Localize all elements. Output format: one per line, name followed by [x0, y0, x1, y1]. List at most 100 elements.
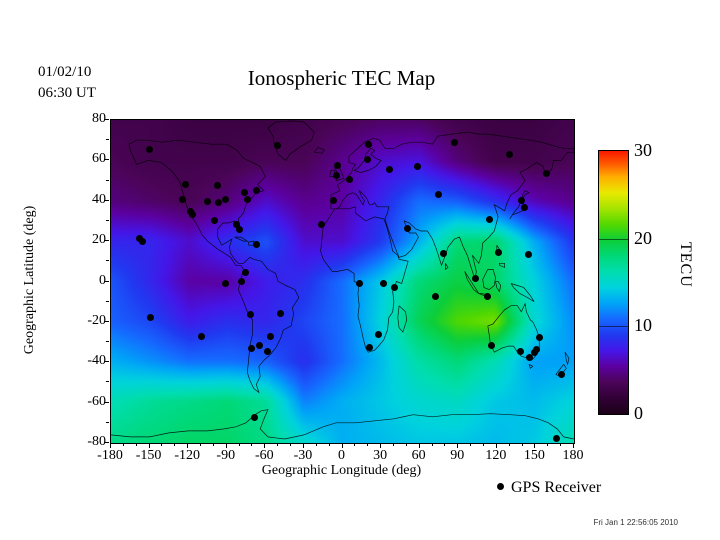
gps-receiver-dot [486, 216, 494, 224]
axis-tick [104, 199, 109, 201]
axis-tick [457, 443, 459, 448]
gps-receiver-dot [533, 346, 541, 354]
axis-tick [106, 260, 109, 262]
y-tick-label: -40 [87, 353, 106, 369]
axis-tick [482, 443, 484, 446]
gps-receiver-dot [253, 186, 261, 194]
axis-tick [444, 443, 446, 446]
gps-receiver-dot [525, 250, 533, 258]
colorbar-level-line [599, 238, 628, 240]
gps-receiver-dot [365, 343, 373, 351]
axis-tick [104, 442, 109, 443]
x-tick-label: 120 [485, 448, 507, 463]
x-axis-label: Geographic Longitude (deg) [261, 463, 422, 478]
gps-receiver-dot [390, 283, 398, 291]
axis-tick [238, 443, 240, 446]
axis-tick [534, 443, 536, 448]
axis-tick [104, 361, 109, 363]
gps-receiver-dot [451, 138, 459, 146]
axis-tick [290, 443, 292, 446]
gps-receiver-dot [553, 435, 561, 443]
axis-tick [547, 443, 549, 446]
axis-tick [135, 443, 137, 446]
axis-tick [106, 300, 109, 302]
axis-tick [148, 443, 150, 448]
axis-tick [405, 443, 407, 446]
gps-receiver-dot [181, 180, 189, 188]
y-tick-label: 60 [92, 151, 106, 167]
colorbar-tick-label: 20 [634, 227, 652, 248]
x-tick-label: -150 [135, 448, 162, 463]
date-time-block: 01/02/10 06:30 UT [38, 62, 96, 104]
axis-tick [251, 443, 253, 446]
gps-receiver-dot [364, 156, 372, 164]
legend-label: GPS Receiver [511, 479, 602, 496]
axis-tick [367, 443, 369, 446]
gps-receiver-dot [273, 142, 281, 150]
axis-tick [495, 443, 497, 448]
axis-tick [560, 443, 562, 446]
gps-receiver-dot [345, 175, 353, 183]
x-tick-label: -120 [174, 448, 200, 463]
axis-tick [508, 443, 510, 446]
axis-tick [104, 280, 109, 282]
x-tick-label: 180 [562, 448, 584, 463]
gps-receiver-dot [242, 268, 250, 276]
gps-receiver-dot [488, 342, 496, 350]
colorbar-level-line [599, 326, 628, 328]
gps-receiver-dot [434, 190, 442, 198]
gps-receiver-dot [235, 225, 243, 233]
axis-tick [106, 139, 109, 141]
gps-receiver-dot [472, 275, 480, 283]
axis-tick [104, 401, 109, 403]
gps-receiver-dot [146, 313, 154, 321]
gps-receiver-dot [385, 166, 393, 174]
gps-receiver-dot [440, 249, 448, 257]
colorbar-tick-label: 10 [634, 315, 652, 336]
gps-receiver-dot [203, 197, 211, 205]
axis-tick [106, 179, 109, 181]
gps-receiver-dot [494, 248, 502, 256]
gps-receiver-dot [517, 196, 525, 204]
y-axis-label: Geographic Latitude (deg) [22, 205, 37, 355]
axis-tick [418, 443, 420, 448]
gps-receiver-dot [221, 196, 229, 204]
time-label: 06:30 UT [38, 85, 96, 101]
axis-tick [200, 443, 202, 446]
creation-timestamp: Fri Jan 1 22:56:05 2010 [593, 518, 678, 527]
colorbar-tick-label: 0 [634, 403, 643, 423]
axis-tick [174, 443, 176, 446]
axis-tick [110, 443, 111, 448]
axis-tick [392, 443, 394, 446]
gps-receiver-dot [379, 279, 387, 287]
axis-tick [302, 443, 304, 448]
gps-receiver-dot [240, 188, 248, 196]
gps-receiver-dot [146, 146, 154, 154]
y-tick-label: -60 [87, 393, 106, 409]
gps-receiver-dot [139, 238, 147, 246]
axis-tick [187, 443, 189, 448]
axis-tick [161, 443, 163, 446]
gps-receiver-dot [267, 333, 275, 341]
map-plot-area [110, 119, 575, 444]
y-tick-label: 0 [99, 272, 106, 288]
axis-tick [277, 443, 279, 446]
x-tick-label: 90 [450, 448, 465, 463]
axis-tick [573, 443, 574, 448]
gps-receiver-dot [251, 414, 259, 422]
gps-receiver-dot [403, 224, 411, 232]
x-tick-label: -30 [293, 448, 313, 463]
gps-receiver-dot [517, 348, 525, 356]
gps-receiver-dot [333, 161, 341, 169]
axis-tick [106, 219, 109, 221]
axis-tick [106, 341, 109, 343]
y-tick-label: 20 [92, 232, 106, 248]
gps-receiver-dot [253, 241, 261, 249]
date-label: 01/02/10 [38, 64, 92, 80]
gps-receiver-dot [520, 204, 528, 212]
axis-tick [315, 443, 317, 446]
gps-receiver-dot [277, 310, 285, 318]
axis-tick [354, 443, 356, 446]
gps-receiver-dot [210, 216, 218, 224]
